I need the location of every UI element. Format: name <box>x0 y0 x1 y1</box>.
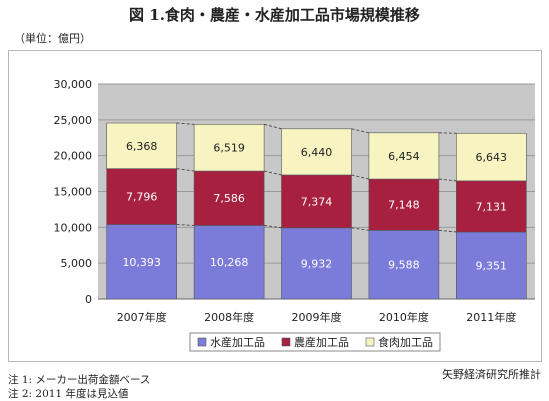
x-tick-label: 2009年度 <box>292 310 342 324</box>
data-label: 6,368 <box>126 140 158 153</box>
data-label: 7,586 <box>213 192 245 205</box>
legend-label: 食肉加工品 <box>378 335 433 349</box>
x-tick-label: 2008年度 <box>204 310 254 324</box>
x-tick-label: 2010年度 <box>379 310 429 324</box>
data-label: 6,519 <box>213 142 245 155</box>
legend-swatch <box>198 338 206 346</box>
x-tick-label: 2011年度 <box>466 310 516 324</box>
data-label: 9,588 <box>388 259 420 272</box>
data-label: 10,393 <box>122 256 161 269</box>
x-tick-label: 2007年度 <box>117 310 167 324</box>
y-tick-label: 10,000 <box>54 221 93 234</box>
note-2: 注 2: 2011 年度は見込値 <box>8 386 128 401</box>
y-tick-label: 5,000 <box>61 257 93 270</box>
y-tick-label: 15,000 <box>54 186 93 199</box>
data-label: 7,796 <box>126 191 158 204</box>
data-label: 10,268 <box>210 256 249 269</box>
data-label: 7,148 <box>388 199 420 212</box>
legend-swatch <box>282 338 290 346</box>
y-tick-label: 20,000 <box>54 150 93 163</box>
source-label: 矢野経済研究所推計 <box>442 366 541 382</box>
data-label: 6,454 <box>388 150 420 163</box>
data-label: 9,351 <box>476 259 508 272</box>
legend-label: 農産加工品 <box>294 335 349 349</box>
legend-label: 水産加工品 <box>210 336 265 349</box>
y-tick-label: 30,000 <box>54 78 93 91</box>
note-1: 注 1: メーカー出荷金額ベース <box>8 372 150 387</box>
data-label: 6,643 <box>476 151 508 164</box>
data-label: 7,374 <box>301 195 333 208</box>
data-label: 6,440 <box>301 146 333 159</box>
data-label: 7,131 <box>476 200 508 213</box>
y-tick-label: 25,000 <box>54 114 93 127</box>
y-tick-label: 0 <box>85 293 92 306</box>
data-label: 9,932 <box>301 257 333 270</box>
legend-swatch <box>366 338 374 346</box>
